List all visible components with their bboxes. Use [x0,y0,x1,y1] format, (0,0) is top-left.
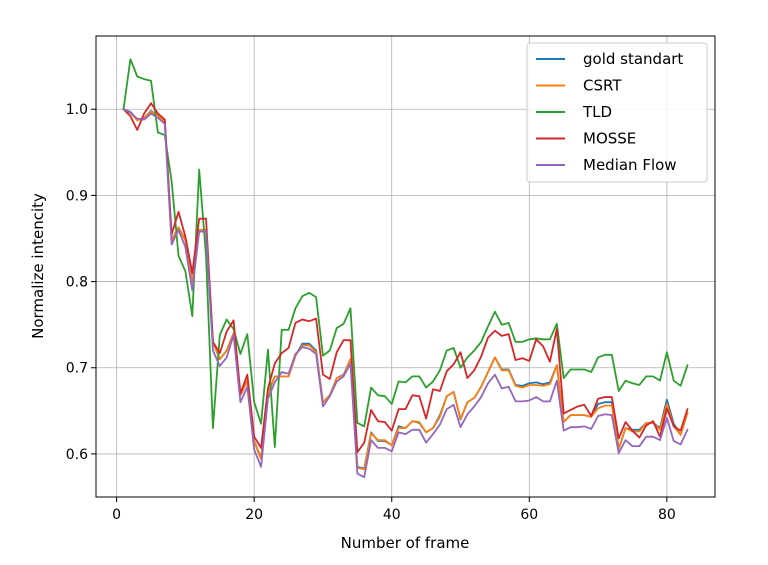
x-tick-label: 60 [520,507,538,523]
series-line-csrt [122,108,689,471]
y-tick-label: 1.0 [66,102,88,118]
legend: gold standart CSRT TLD MOSSE Median Flow [526,42,708,183]
series-line-median-flow [122,108,689,479]
series-layer [122,58,689,479]
y-tick-label: 0.6 [66,447,88,463]
y-tick-label: 0.7 [66,361,88,377]
legend-box [526,42,708,183]
y-tick-label: 0.8 [66,275,88,291]
legend-label: TLD [582,103,612,121]
x-tick-label: 40 [383,507,401,523]
legend-label: MOSSE [583,130,636,148]
plot-frame [95,35,716,498]
x-tick-label: 0 [112,507,121,523]
y-tick-label: 0.9 [66,188,88,204]
legend-label: gold standart [583,50,683,68]
series-line-mosse [122,102,689,454]
x-axis: 0 20 40 60 80 [112,497,676,523]
legend-label: CSRT [583,77,622,95]
series-line-tld [122,58,689,448]
x-tick-label: 20 [245,507,263,523]
y-axis: 0.6 0.7 0.8 0.9 1.0 [66,102,96,463]
legend-label: Median Flow [583,156,677,174]
x-tick-label: 80 [658,507,676,523]
x-axis-label: Number of frame [341,534,470,552]
y-axis-label: Normalize intencity [29,193,47,339]
